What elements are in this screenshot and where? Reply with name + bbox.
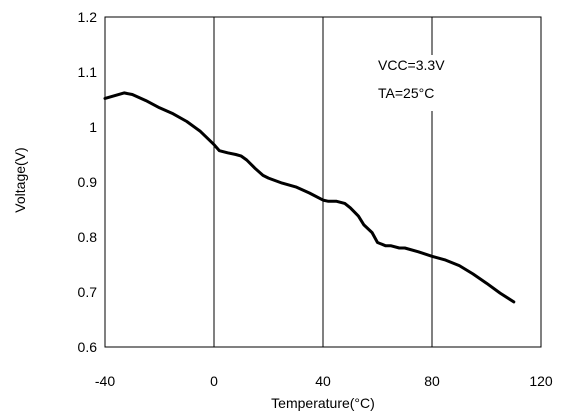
y-tick-label: 0.8 bbox=[78, 229, 98, 245]
voltage-series-line bbox=[103, 91, 516, 304]
x-tick-label: 120 bbox=[529, 373, 553, 389]
y-tick-label: 1 bbox=[89, 119, 97, 135]
annotation-box: VCC=3.3V TA=25°C bbox=[366, 55, 490, 111]
x-tick-labels: -40 0 40 80 120 bbox=[95, 373, 553, 389]
x-tick-label: -40 bbox=[95, 373, 115, 389]
y-tick-labels: 0.6 0.7 0.8 0.9 1 1.1 1.2 bbox=[78, 9, 98, 355]
y-tick-label: 0.9 bbox=[78, 174, 98, 190]
x-axis-title: Temperature(°C) bbox=[271, 395, 375, 411]
x-tick-label: 0 bbox=[210, 373, 218, 389]
y-tick-label: 1.2 bbox=[78, 9, 98, 25]
annotation-vcc: VCC=3.3V bbox=[378, 57, 445, 73]
annotation-ta: TA=25°C bbox=[378, 85, 434, 101]
y-axis-title: Voltage(V) bbox=[12, 147, 28, 212]
y-tick-label: 1.1 bbox=[78, 64, 98, 80]
plot-area-frame bbox=[104, 16, 542, 348]
annotation-background bbox=[366, 55, 490, 111]
y-tick-label: 0.7 bbox=[78, 284, 98, 300]
y-tick-label: 0.6 bbox=[78, 339, 98, 355]
x-tick-label: 40 bbox=[315, 373, 331, 389]
x-tick-label: 80 bbox=[424, 373, 440, 389]
